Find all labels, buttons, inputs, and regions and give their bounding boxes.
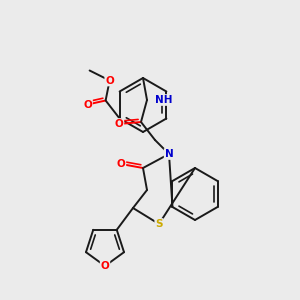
- Text: NH: NH: [155, 95, 172, 105]
- Text: N: N: [165, 149, 173, 159]
- Text: O: O: [105, 76, 114, 85]
- Text: O: O: [100, 261, 109, 271]
- Text: O: O: [83, 100, 92, 110]
- Text: O: O: [117, 159, 125, 169]
- Text: S: S: [155, 219, 163, 229]
- Text: O: O: [115, 119, 123, 129]
